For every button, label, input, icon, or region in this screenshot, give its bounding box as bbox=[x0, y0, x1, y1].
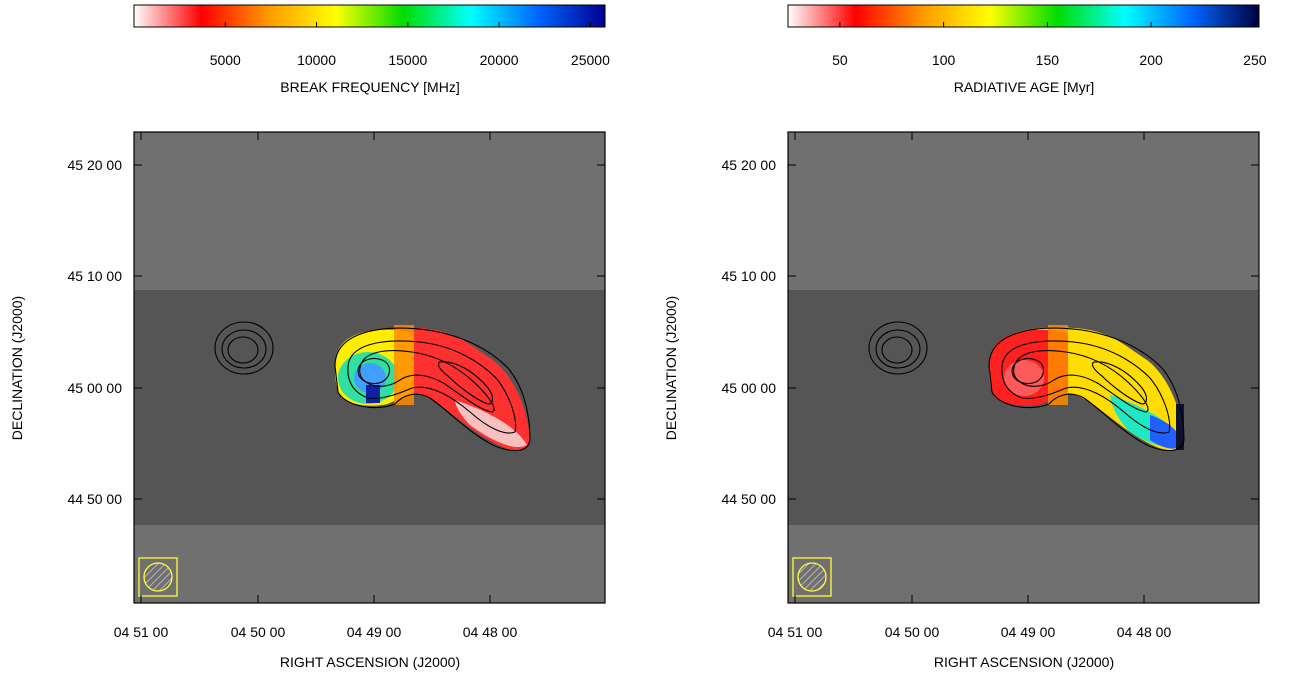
x-tick-label: 04 48 00 bbox=[463, 624, 518, 640]
tail-end-region bbox=[1150, 415, 1183, 449]
beam-box bbox=[792, 557, 832, 597]
contours bbox=[214, 321, 531, 452]
x-tick-label: 04 51 00 bbox=[114, 624, 169, 640]
y-tick-label: 44 50 00 bbox=[722, 491, 777, 507]
tail-edge-region bbox=[1176, 404, 1184, 450]
colorbar-tick-label: 20000 bbox=[480, 52, 519, 68]
colorbar-tick-label: 10000 bbox=[297, 52, 336, 68]
panel-break-frequency: 5000 10000 15000 20000 25000 BREAK FREQUENCY… bbox=[9, 4, 610, 670]
colorbar-rect bbox=[787, 4, 1260, 28]
x-tick-label: 04 48 00 bbox=[1117, 624, 1172, 640]
contour-source-outer bbox=[334, 327, 531, 452]
beam-ellipse bbox=[797, 562, 827, 592]
beam-box bbox=[138, 557, 178, 597]
contour-compact-mid bbox=[875, 329, 921, 369]
beam-ellipse bbox=[143, 562, 173, 592]
lobe-transition-region bbox=[1048, 325, 1068, 405]
colorbar-label: BREAK FREQUENCY [MHz] bbox=[280, 79, 459, 95]
lobe-transition-region bbox=[394, 325, 414, 405]
map-area bbox=[133, 131, 606, 604]
contour-source-mid bbox=[347, 340, 517, 434]
colorbar-tick-label: 100 bbox=[932, 52, 956, 68]
contour-source-outer bbox=[988, 327, 1185, 452]
tail-end-region bbox=[455, 400, 527, 448]
contour-compact-outer bbox=[868, 321, 928, 375]
map-area bbox=[787, 131, 1260, 604]
axes-radiative-age: 04 51 00 04 50 00 04 49 00 04 48 00 45 20 00… bbox=[722, 132, 1259, 640]
colorbar-tick-label: 250 bbox=[1243, 52, 1267, 68]
x-tick-label: 04 50 00 bbox=[231, 624, 286, 640]
x-tick-label: 04 49 00 bbox=[1001, 624, 1056, 640]
x-tick-label: 04 51 00 bbox=[768, 624, 823, 640]
colorbar-radiative-age: 50 100 150 200 250 bbox=[787, 4, 1267, 68]
colorbar-tick-label: 5000 bbox=[210, 52, 241, 68]
contours bbox=[868, 321, 1185, 452]
colorbar-break-frequency: 5000 10000 15000 20000 25000 bbox=[133, 4, 610, 68]
colorbar-tick-label: 200 bbox=[1139, 52, 1163, 68]
contour-compact-outer bbox=[214, 321, 274, 375]
contour-west-core bbox=[357, 357, 391, 385]
colorbar-tick-label: 25000 bbox=[571, 52, 610, 68]
colorbar-rect bbox=[133, 4, 606, 28]
contour-compact-inner bbox=[227, 336, 259, 364]
contour-east-core bbox=[437, 361, 494, 405]
beam-marker bbox=[792, 557, 832, 597]
y-tick-label: 45 10 00 bbox=[68, 268, 123, 284]
x-axis-label: RIGHT ASCENSION (J2000) bbox=[280, 654, 460, 670]
contour-source-inner bbox=[1013, 350, 1149, 413]
y-tick-label: 45 00 00 bbox=[722, 380, 777, 396]
contour-source-inner bbox=[359, 350, 495, 413]
panel-radiative-age: 50 100 150 200 250 RADIATIVE AGE [Myr] bbox=[663, 4, 1267, 670]
y-tick-label: 45 00 00 bbox=[68, 380, 123, 396]
contour-compact-mid bbox=[221, 329, 267, 369]
y-tick-label: 44 50 00 bbox=[68, 491, 123, 507]
map-frame bbox=[133, 131, 606, 604]
x-tick-label: 04 50 00 bbox=[885, 624, 940, 640]
contour-west-core bbox=[1011, 357, 1045, 385]
contour-source-mid bbox=[1001, 340, 1171, 434]
beam-marker bbox=[138, 557, 178, 597]
colorbar-tick-label: 15000 bbox=[388, 52, 427, 68]
colorbar-label: RADIATIVE AGE [Myr] bbox=[954, 79, 1095, 95]
y-tick-label: 45 20 00 bbox=[68, 157, 123, 173]
contour-east-core bbox=[1091, 361, 1148, 405]
y-axis-label: DECLINATION (J2000) bbox=[9, 296, 25, 440]
y-tick-label: 45 10 00 bbox=[722, 268, 777, 284]
map-frame bbox=[787, 131, 1260, 604]
x-tick-label: 04 49 00 bbox=[347, 624, 402, 640]
contour-compact-inner bbox=[881, 336, 913, 364]
y-tick-label: 45 20 00 bbox=[722, 157, 777, 173]
colorbar-tick-label: 150 bbox=[1036, 52, 1060, 68]
western-lobe-tip-region bbox=[366, 385, 380, 403]
axes-break-frequency: 04 51 00 04 50 00 04 49 00 04 48 00 45 20 00… bbox=[68, 132, 605, 640]
y-axis-label: DECLINATION (J2000) bbox=[663, 296, 679, 440]
colorbar-tick-label: 50 bbox=[832, 52, 848, 68]
x-axis-label: RIGHT ASCENSION (J2000) bbox=[934, 654, 1114, 670]
